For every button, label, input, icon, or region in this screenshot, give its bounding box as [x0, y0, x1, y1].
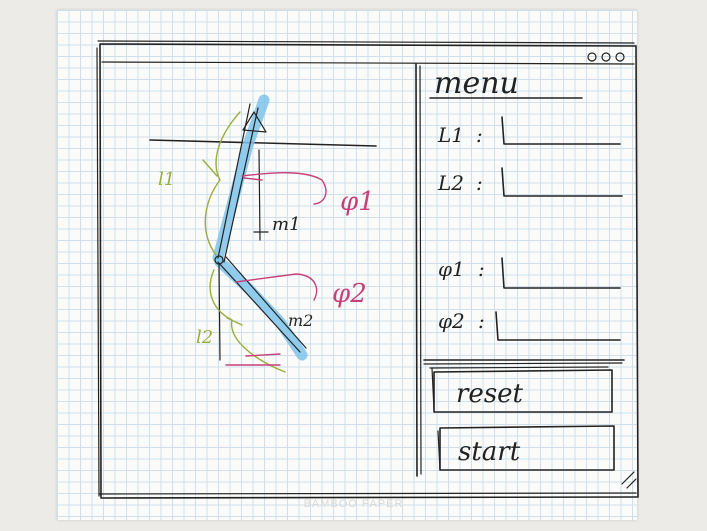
start-button-label: start [458, 437, 521, 467]
phi1-input[interactable] [501, 257, 621, 289]
rod-1 [212, 94, 270, 264]
menu-panel: menu L1 : L2 : φ1 : φ2 : reset start [423, 66, 625, 471]
svg-text::: : [478, 257, 485, 281]
field-label-l1: L1 [437, 123, 464, 147]
panel-divider [415, 63, 418, 477]
label-l2: l2 [196, 327, 213, 348]
label-phi2: φ2 [332, 279, 367, 309]
svg-text::: : [476, 171, 483, 195]
reset-button[interactable]: reset [429, 366, 613, 413]
l1-input[interactable] [501, 116, 621, 145]
start-button[interactable]: start [437, 425, 615, 471]
minimize-icon[interactable] [587, 52, 597, 62]
field-label-phi1: φ1 [438, 257, 465, 281]
svg-text::: : [478, 309, 485, 333]
ceiling-line [149, 139, 377, 147]
pivot-icon [242, 111, 267, 133]
menu-title: menu [434, 66, 519, 101]
svg-text::: : [476, 123, 483, 147]
watermark: BAMBOO PAPER [303, 498, 404, 510]
label-m2: m2 [288, 311, 313, 330]
label-l1: l1 [158, 169, 175, 190]
rod-2 [214, 256, 308, 361]
field-label-l2: L2 [437, 171, 464, 195]
label-m1: m1 [272, 214, 301, 235]
length-brackets [202, 111, 286, 373]
phi2-input[interactable] [495, 311, 621, 341]
app-window-frame [96, 40, 639, 499]
reset-button-label: reset [456, 379, 524, 409]
resize-grip-icon [621, 471, 637, 489]
field-label-phi2: φ2 [438, 309, 465, 333]
pendulum-canvas[interactable] [149, 94, 377, 361]
maximize-icon[interactable] [601, 52, 611, 62]
angle-marks [225, 172, 327, 366]
window-controls[interactable] [587, 52, 625, 62]
label-phi1: φ1 [340, 187, 375, 217]
grid-paper [57, 10, 637, 520]
close-icon[interactable] [615, 52, 625, 62]
joint-icon [214, 255, 224, 265]
l2-input[interactable] [501, 167, 623, 197]
